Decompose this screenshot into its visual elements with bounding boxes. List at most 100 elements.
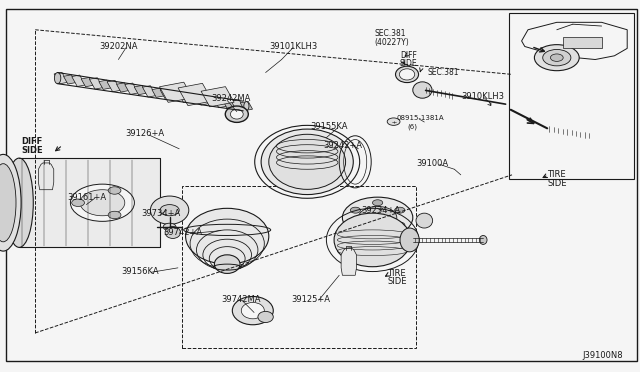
Ellipse shape bbox=[0, 154, 21, 251]
Bar bbox=[240, 102, 253, 110]
Circle shape bbox=[395, 207, 405, 213]
Circle shape bbox=[342, 197, 413, 238]
Text: 39126+A: 39126+A bbox=[125, 129, 164, 138]
Text: TIRE: TIRE bbox=[547, 170, 566, 179]
Ellipse shape bbox=[230, 109, 243, 119]
Bar bbox=[182, 186, 416, 348]
Bar bbox=[125, 83, 138, 94]
Bar bbox=[81, 77, 93, 87]
Bar bbox=[107, 80, 120, 92]
Circle shape bbox=[80, 190, 125, 216]
Bar bbox=[90, 78, 103, 89]
Text: J39100N8: J39100N8 bbox=[582, 351, 623, 360]
Bar bbox=[231, 99, 244, 110]
Bar bbox=[99, 80, 111, 89]
Circle shape bbox=[350, 207, 360, 213]
Bar bbox=[205, 96, 217, 105]
Bar bbox=[143, 86, 156, 97]
Circle shape bbox=[160, 205, 179, 216]
Text: (6): (6) bbox=[407, 123, 417, 130]
Bar bbox=[178, 91, 191, 102]
Bar bbox=[160, 89, 173, 100]
Text: 39125+A: 39125+A bbox=[291, 295, 330, 304]
Circle shape bbox=[372, 200, 383, 206]
Circle shape bbox=[163, 223, 176, 231]
Text: 39100A: 39100A bbox=[416, 159, 448, 168]
Text: 39234+A: 39234+A bbox=[362, 206, 401, 215]
Ellipse shape bbox=[150, 196, 189, 224]
Text: TIRE: TIRE bbox=[387, 269, 406, 278]
Bar bbox=[213, 96, 227, 108]
Text: 3910KLH3: 3910KLH3 bbox=[461, 92, 504, 101]
Ellipse shape bbox=[186, 208, 269, 264]
Bar bbox=[195, 94, 209, 105]
Text: SIDE: SIDE bbox=[21, 146, 43, 155]
Text: 39242+A: 39242+A bbox=[323, 141, 362, 150]
Text: SEC.381: SEC.381 bbox=[428, 68, 459, 77]
Ellipse shape bbox=[225, 106, 248, 122]
Text: SIDE: SIDE bbox=[547, 179, 566, 187]
Text: 39734+A: 39734+A bbox=[141, 209, 180, 218]
Bar bbox=[223, 99, 235, 108]
Text: 39742MA: 39742MA bbox=[221, 295, 260, 304]
Ellipse shape bbox=[244, 102, 249, 110]
Circle shape bbox=[108, 187, 121, 194]
Circle shape bbox=[350, 222, 360, 228]
Text: 39742+A: 39742+A bbox=[163, 228, 202, 237]
Ellipse shape bbox=[413, 82, 432, 98]
Ellipse shape bbox=[334, 213, 411, 267]
Circle shape bbox=[395, 222, 405, 228]
Text: 39101KLH3: 39101KLH3 bbox=[269, 42, 317, 51]
Ellipse shape bbox=[54, 73, 61, 84]
Ellipse shape bbox=[261, 129, 353, 195]
Text: DIFF: DIFF bbox=[400, 51, 417, 60]
Text: SIDE: SIDE bbox=[400, 59, 418, 68]
Circle shape bbox=[543, 49, 571, 66]
Text: 08915-1381A: 08915-1381A bbox=[397, 115, 444, 121]
Ellipse shape bbox=[399, 69, 415, 80]
Polygon shape bbox=[38, 163, 54, 190]
Bar bbox=[188, 93, 200, 103]
Circle shape bbox=[550, 54, 563, 61]
Ellipse shape bbox=[241, 302, 264, 319]
Circle shape bbox=[72, 199, 84, 206]
Text: SIDE: SIDE bbox=[387, 277, 406, 286]
Polygon shape bbox=[341, 248, 356, 275]
Ellipse shape bbox=[258, 311, 273, 323]
Text: 39156KA: 39156KA bbox=[122, 267, 159, 276]
Ellipse shape bbox=[232, 296, 273, 325]
Ellipse shape bbox=[416, 213, 433, 228]
Text: 39242MA: 39242MA bbox=[211, 94, 251, 103]
Ellipse shape bbox=[269, 134, 346, 189]
Text: 39161+A: 39161+A bbox=[67, 193, 106, 202]
Ellipse shape bbox=[479, 235, 487, 244]
Ellipse shape bbox=[0, 164, 16, 242]
Ellipse shape bbox=[400, 228, 419, 252]
Bar bbox=[19, 158, 160, 247]
Bar bbox=[54, 73, 68, 84]
Circle shape bbox=[108, 211, 121, 219]
Circle shape bbox=[372, 230, 383, 235]
Text: 39202NA: 39202NA bbox=[99, 42, 138, 51]
Ellipse shape bbox=[5, 158, 33, 247]
Text: DIFF: DIFF bbox=[21, 137, 42, 146]
Bar bbox=[201, 87, 234, 107]
Bar bbox=[63, 75, 76, 84]
Bar bbox=[134, 86, 147, 95]
Text: SEC.381: SEC.381 bbox=[374, 29, 406, 38]
Ellipse shape bbox=[165, 227, 180, 238]
Text: (40227Y): (40227Y) bbox=[374, 38, 409, 47]
Circle shape bbox=[358, 206, 397, 229]
Bar bbox=[178, 83, 212, 106]
Circle shape bbox=[387, 118, 400, 125]
Bar bbox=[116, 83, 129, 92]
Bar bbox=[563, 37, 602, 48]
Bar bbox=[72, 75, 85, 86]
Ellipse shape bbox=[214, 255, 240, 273]
Bar bbox=[152, 88, 164, 97]
Circle shape bbox=[534, 45, 579, 71]
Bar bbox=[170, 91, 182, 100]
Bar bbox=[509, 13, 634, 179]
Circle shape bbox=[70, 184, 134, 221]
Text: 39155KA: 39155KA bbox=[310, 122, 348, 131]
